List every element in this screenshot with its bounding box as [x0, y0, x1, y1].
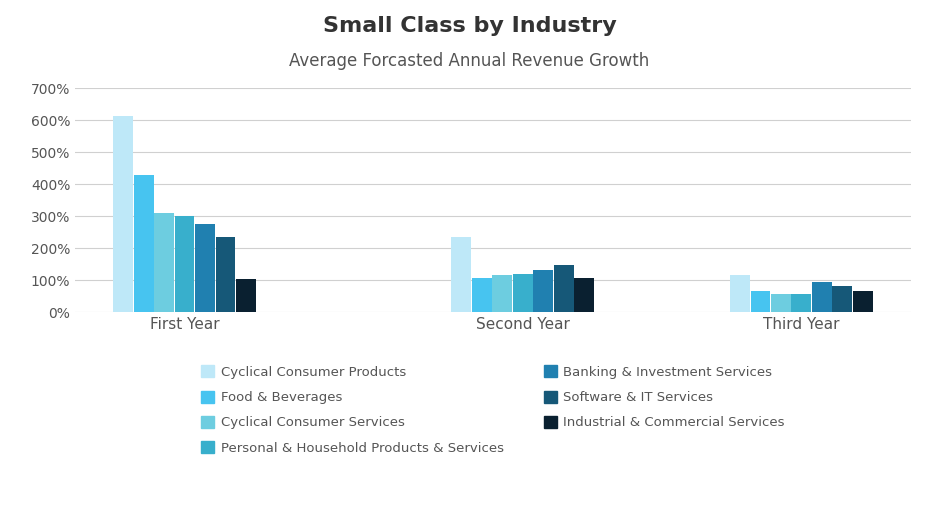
- Text: Small Class by Industry: Small Class by Industry: [323, 16, 616, 35]
- Bar: [554, 265, 574, 312]
- Bar: [216, 237, 236, 312]
- Bar: [472, 279, 492, 312]
- Bar: [236, 279, 256, 312]
- Bar: [452, 237, 471, 312]
- Bar: [533, 270, 553, 312]
- Bar: [771, 294, 791, 312]
- Bar: [575, 278, 594, 312]
- Bar: [853, 291, 872, 312]
- Bar: [154, 213, 174, 312]
- Bar: [175, 216, 194, 312]
- Bar: [133, 175, 154, 312]
- Bar: [792, 294, 811, 312]
- Bar: [730, 275, 750, 312]
- Bar: [114, 115, 133, 312]
- Bar: [195, 224, 215, 312]
- Legend: Cyclical Consumer Products, Food & Beverages, Cyclical Consumer Services, Person: Cyclical Consumer Products, Food & Bever…: [194, 359, 792, 461]
- Bar: [513, 274, 532, 312]
- Bar: [832, 287, 853, 312]
- Text: Average Forcasted Annual Revenue Growth: Average Forcasted Annual Revenue Growth: [289, 52, 650, 70]
- Bar: [492, 275, 513, 312]
- Bar: [750, 291, 770, 312]
- Bar: [812, 282, 832, 312]
